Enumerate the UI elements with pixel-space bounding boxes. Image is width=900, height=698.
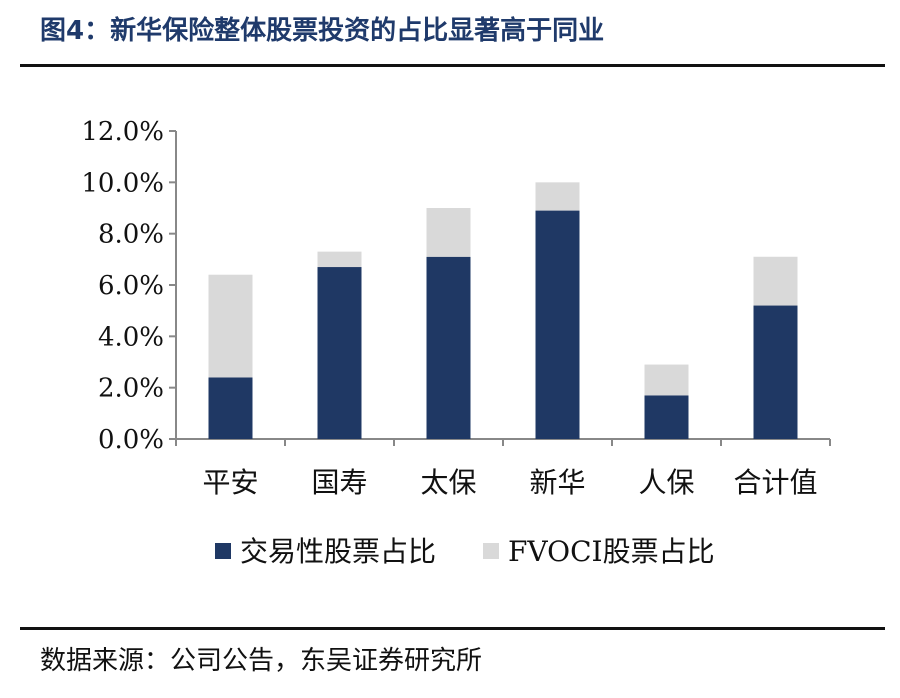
bar-trading-stock	[753, 305, 798, 439]
bottom-divider	[20, 627, 885, 630]
y-tick-label: 6.0%	[98, 271, 164, 301]
legend-swatch	[483, 543, 499, 559]
x-category-label: 人保	[638, 466, 694, 499]
bar-fvoci-stock	[317, 251, 362, 268]
y-tick-label: 12.0%	[81, 117, 164, 147]
top-divider	[20, 64, 885, 67]
x-category-label: 新华	[529, 466, 585, 499]
data-source: 数据来源：公司公告，东吴证券研究所	[40, 646, 483, 676]
bar-trading-stock	[644, 395, 689, 439]
legend-label: 交易性股票占比	[240, 535, 436, 568]
bar-trading-stock	[317, 267, 362, 439]
bar-fvoci-stock	[644, 364, 689, 396]
bar-fvoci-stock	[753, 256, 798, 306]
x-category-label: 合计值	[733, 466, 817, 499]
x-category-label: 国寿	[311, 466, 367, 499]
bar-trading-stock	[535, 210, 580, 439]
chart-title: 图4：新华保险整体股票投资的占比显著高于同业	[40, 16, 605, 46]
y-tick-label: 4.0%	[98, 322, 164, 352]
x-category-label: 平安	[202, 466, 258, 499]
bar-fvoci-stock	[426, 208, 471, 257]
legend-label: FVOCI股票占比	[508, 535, 715, 568]
x-category-label: 太保	[420, 466, 476, 499]
bar-trading-stock	[426, 256, 471, 439]
bar-fvoci-stock	[208, 274, 253, 378]
bar-fvoci-stock	[535, 182, 580, 211]
y-tick-label: 0.0%	[98, 425, 164, 455]
stacked-bar-chart: 0.0% 2.0% 4.0% 6.0% 8.0% 10.0% 12.0% 平安 国寿 太保 新华 人保…	[81, 117, 831, 568]
y-tick-label: 10.0%	[81, 168, 164, 198]
legend-swatch	[215, 543, 231, 559]
y-tick-label: 2.0%	[98, 374, 164, 404]
bar-trading-stock	[208, 377, 253, 439]
y-tick-label: 8.0%	[98, 220, 164, 250]
